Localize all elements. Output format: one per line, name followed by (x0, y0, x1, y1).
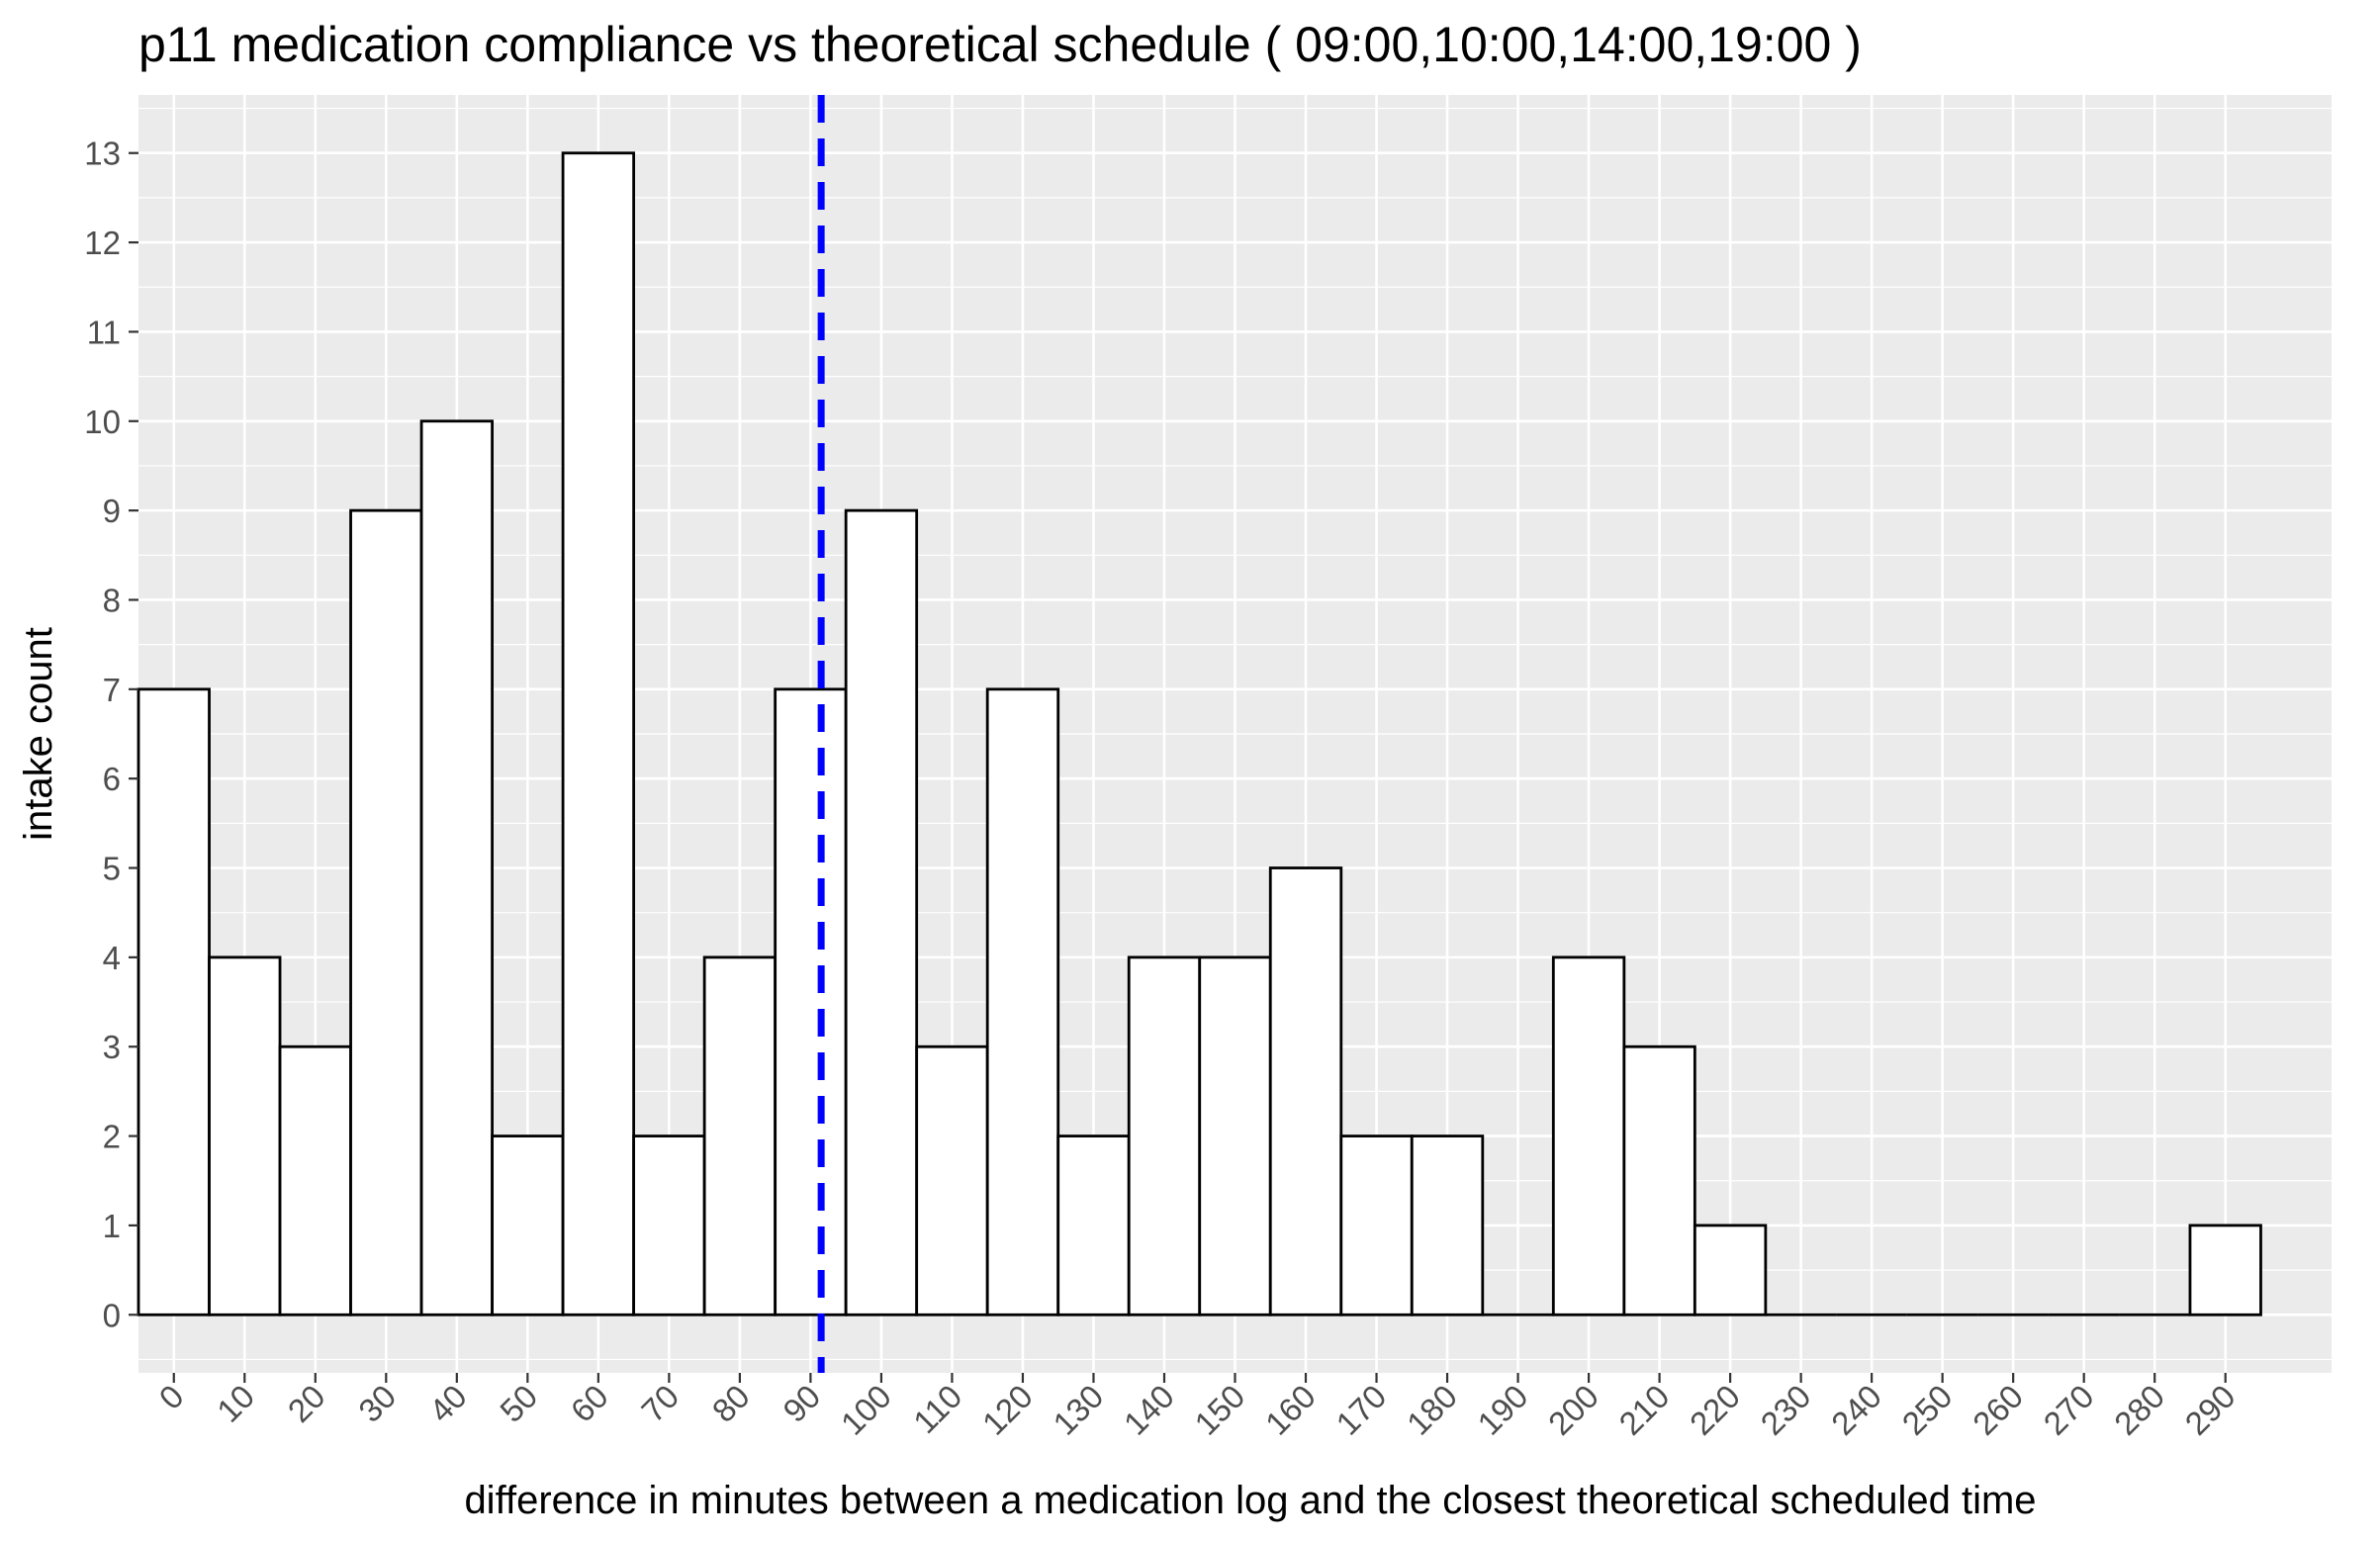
histogram-bar (208, 955, 282, 1316)
x-tick-label: 20 (281, 1378, 332, 1429)
x-tick-label: 160 (1258, 1378, 1323, 1442)
x-tick-label: 260 (1966, 1378, 2030, 1442)
x-tick-label: 80 (705, 1378, 757, 1429)
x-tick-label: 240 (1824, 1378, 1888, 1442)
x-tick-label: 60 (564, 1378, 615, 1429)
x-tick-label: 150 (1187, 1378, 1251, 1442)
x-tick-label: 290 (2178, 1378, 2243, 1442)
y-tick-label: 11 (87, 314, 121, 350)
x-tick-label: 190 (1470, 1378, 1534, 1442)
histogram-bars (137, 151, 2262, 1316)
histogram-bar (2188, 1224, 2262, 1316)
histogram-bar (491, 1134, 565, 1316)
histogram-bar (774, 687, 848, 1316)
y-tick-label: 7 (103, 672, 121, 708)
histogram-bar (1693, 1224, 1768, 1316)
y-tick-label: 13 (84, 136, 121, 172)
y-tick-label: 4 (103, 940, 121, 976)
histogram-bar (1339, 1134, 1414, 1316)
histogram-bar (702, 955, 778, 1316)
x-tick-label: 270 (2037, 1378, 2101, 1442)
histogram-bar (915, 1044, 989, 1316)
histogram-bar (419, 419, 494, 1316)
x-tick-label: 250 (1895, 1378, 1960, 1442)
x-tick-label: 70 (634, 1378, 686, 1429)
y-tick-label: 8 (103, 582, 121, 618)
x-tick-label: 130 (1046, 1378, 1110, 1442)
y-tick-label: 3 (103, 1029, 121, 1065)
histogram-bar (561, 151, 636, 1316)
x-tick-label: 180 (1400, 1378, 1464, 1442)
histogram-bar (1268, 866, 1343, 1316)
histogram-bar (1622, 1044, 1696, 1316)
x-axis: 0 10 20 30 40 50 60 70 80 90 100 110 120 130 140 150 160… (152, 1373, 2243, 1442)
x-axis-title: difference in minutes between a medicati… (464, 1479, 2036, 1522)
histogram-bar (1551, 955, 1626, 1316)
x-tick-label: 280 (2107, 1378, 2171, 1442)
histogram-bar (844, 508, 919, 1316)
x-tick-label: 40 (422, 1378, 474, 1429)
y-tick-label: 0 (103, 1297, 121, 1333)
x-tick-label: 10 (210, 1378, 261, 1429)
x-tick-label: 90 (776, 1378, 827, 1429)
x-tick-label: 100 (834, 1378, 898, 1442)
y-axis-title: intake count (17, 627, 60, 841)
histogram-bar (1056, 1134, 1131, 1316)
histogram-bar (1410, 1134, 1485, 1316)
y-tick-label: 1 (103, 1208, 121, 1244)
x-tick-label: 200 (1541, 1378, 1605, 1442)
histogram-bar (349, 508, 423, 1316)
x-tick-label: 30 (351, 1378, 403, 1429)
x-tick-label: 220 (1683, 1378, 1747, 1442)
x-tick-label: 110 (906, 1378, 968, 1440)
x-tick-label: 230 (1753, 1378, 1817, 1442)
y-tick-label: 10 (84, 404, 121, 440)
x-tick-label: 170 (1328, 1378, 1393, 1442)
y-tick-label: 5 (103, 851, 121, 887)
x-tick-label: 210 (1611, 1378, 1676, 1442)
histogram-bar (278, 1044, 352, 1316)
y-tick-label: 6 (103, 761, 121, 797)
histogram-bar (137, 687, 211, 1316)
histogram-bar (1127, 955, 1202, 1316)
histogram-bar (985, 687, 1060, 1316)
y-tick-label: 9 (103, 493, 121, 529)
x-tick-label: 0 (152, 1378, 191, 1416)
histogram-bar (1198, 955, 1272, 1316)
x-tick-label: 120 (975, 1378, 1040, 1442)
x-tick-label: 50 (493, 1378, 544, 1429)
y-tick-label: 2 (103, 1119, 121, 1155)
histogram-bar (632, 1134, 706, 1316)
chart-title: p11 medication compliance vs theoretical… (138, 17, 1862, 72)
x-tick-label: 140 (1117, 1378, 1181, 1442)
y-tick-label: 12 (84, 225, 121, 261)
